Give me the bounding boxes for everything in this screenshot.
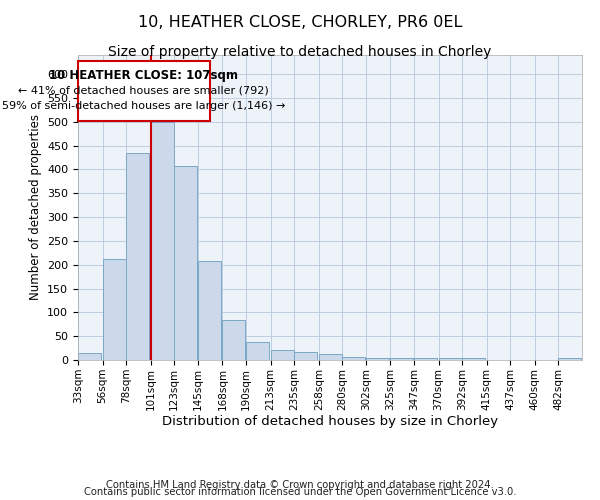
Bar: [78, 353, 101, 360]
Text: 10, HEATHER CLOSE, CHORLEY, PR6 0EL: 10, HEATHER CLOSE, CHORLEY, PR6 0EL: [138, 15, 462, 30]
Bar: [343, 357, 365, 360]
Text: 59% of semi-detached houses are larger (1,146) →: 59% of semi-detached houses are larger (…: [2, 101, 286, 111]
Bar: [439, 358, 461, 360]
Bar: [462, 358, 485, 360]
Y-axis label: Number of detached properties: Number of detached properties: [29, 114, 41, 300]
Text: 10 HEATHER CLOSE: 107sqm: 10 HEATHER CLOSE: 107sqm: [49, 69, 238, 82]
Bar: [198, 261, 221, 360]
Bar: [559, 358, 581, 360]
Bar: [151, 122, 174, 360]
X-axis label: Distribution of detached houses by size in Chorley: Distribution of detached houses by size …: [162, 416, 498, 428]
Bar: [391, 358, 413, 360]
Text: ← 41% of detached houses are smaller (792): ← 41% of detached houses are smaller (79…: [19, 86, 269, 96]
Bar: [294, 352, 317, 360]
Bar: [175, 166, 197, 360]
Bar: [366, 358, 389, 360]
Text: Contains public sector information licensed under the Open Government Licence v3: Contains public sector information licen…: [84, 487, 516, 497]
Bar: [246, 342, 269, 360]
Bar: [319, 354, 342, 360]
Bar: [126, 152, 149, 360]
Text: Contains HM Land Registry data © Crown copyright and database right 2024.: Contains HM Land Registry data © Crown c…: [106, 480, 494, 490]
Text: Size of property relative to detached houses in Chorley: Size of property relative to detached ho…: [109, 45, 491, 59]
FancyBboxPatch shape: [78, 60, 209, 121]
Bar: [414, 358, 437, 360]
Bar: [271, 350, 293, 360]
Bar: [223, 320, 245, 360]
Bar: [103, 259, 125, 360]
